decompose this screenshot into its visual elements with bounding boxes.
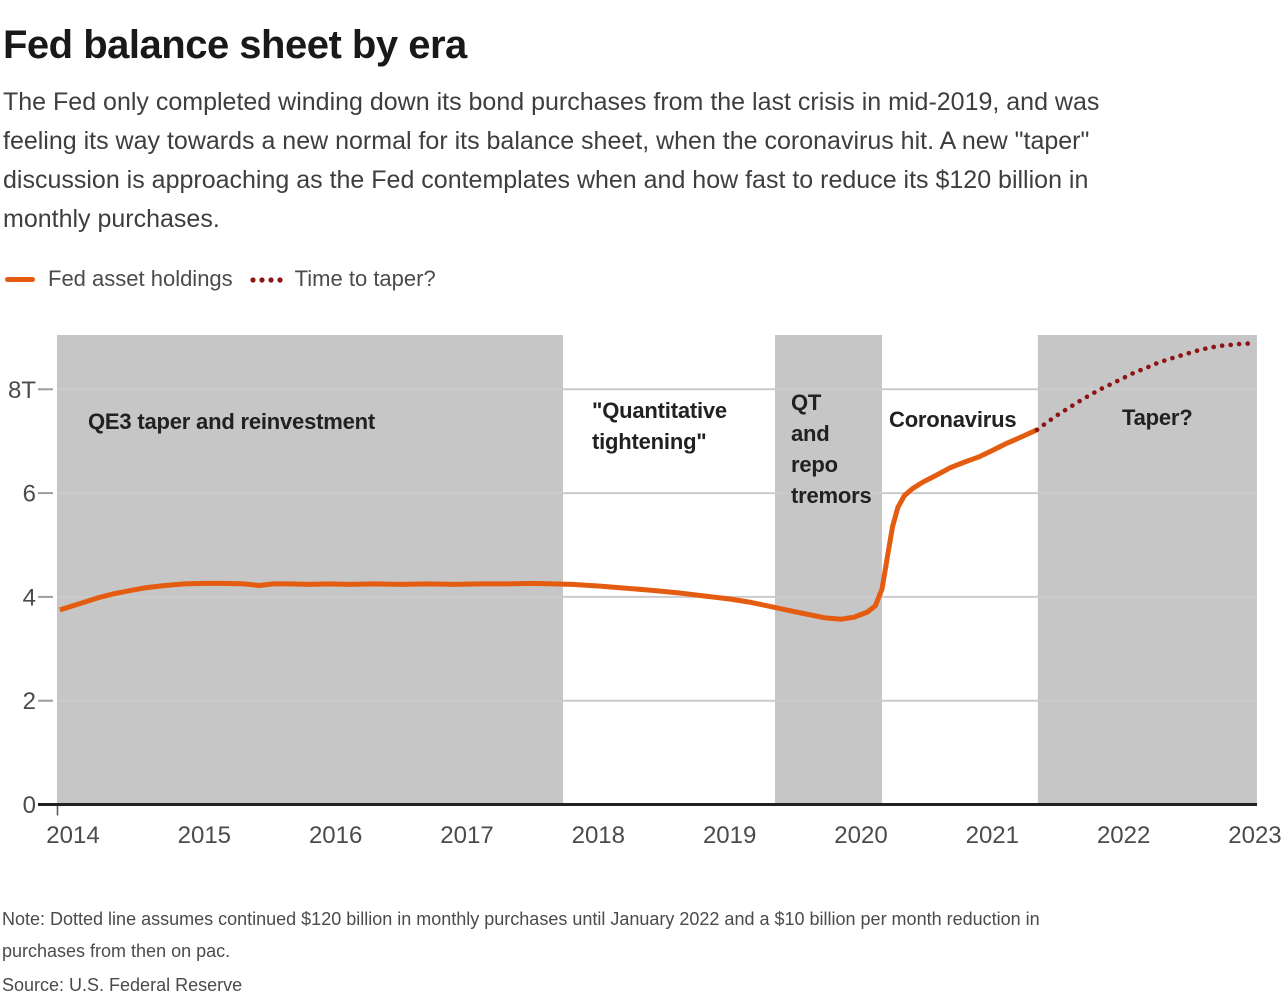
note-line: purchases from then on pac. [2,941,231,961]
x-axis-label: 2015 [178,822,231,849]
era-band [56,335,563,805]
subtitle-line: feeling its way towards a new normal for… [3,127,1090,155]
fed-asset-holdings-line [59,427,1039,622]
era-label: Taper? [1122,405,1193,430]
y-axis-label: 2 [23,688,36,715]
chart-note: Note: Dotted line assumes continued $120… [2,903,1040,967]
fed-balance-sheet-chart: 0 2 4 6 8T 2014 2015 2016 2017 2018 2019 2020 2021 20… [8,335,1282,849]
x-axis-label: 2014 [46,822,99,849]
dotted-line-swatch-icon [250,276,286,283]
note-line: Note: Dotted line assumes continued $120… [2,909,1040,929]
era-label: QT and repo tremors [791,390,872,508]
chart-subtitle: The Fed only completed winding down its … [3,83,1288,239]
era-label: QE3 taper and reinvestment [88,409,376,434]
x-axis-label: 2019 [703,822,756,849]
subtitle-line: The Fed only completed winding down its … [3,88,1100,116]
legend-item-time-to-taper: Time to taper? [250,266,436,292]
x-axis-label: 2022 [1097,822,1150,849]
x-axis-label: 2017 [440,822,493,849]
x-axis-label: 2016 [309,822,362,849]
x-axis-label: 2018 [572,822,625,849]
era-label: Coronavirus [889,407,1016,432]
era-band [774,335,882,805]
x-axis-label: 2020 [834,822,887,849]
time-to-taper-dotted-line [1034,341,1252,433]
y-axis-label: 6 [23,481,36,508]
x-axis-label: 2023 [1228,822,1281,849]
legend-label: Fed asset holdings [48,266,233,291]
subtitle-line: monthly purchases. [3,205,220,233]
legend-item-fed-asset-holdings: Fed asset holdings [5,266,233,292]
x-axis-label: 2021 [966,822,1019,849]
y-axis-label: 4 [23,584,36,611]
era-label: "Quantitative tightening" [592,398,727,454]
y-axis-label: 0 [23,792,36,819]
solid-line-swatch-icon [5,276,35,282]
era-band [1037,335,1257,805]
legend-label: Time to taper? [294,266,436,291]
subtitle-line: discussion is approaching as the Fed con… [3,166,1089,194]
y-axis-label: 8T [8,377,36,404]
page-title: Fed balance sheet by era [3,23,467,67]
chart-source: Source: U.S. Federal Reserve [2,975,243,995]
legend: Fed asset holdings Time to taper? [5,266,1288,292]
